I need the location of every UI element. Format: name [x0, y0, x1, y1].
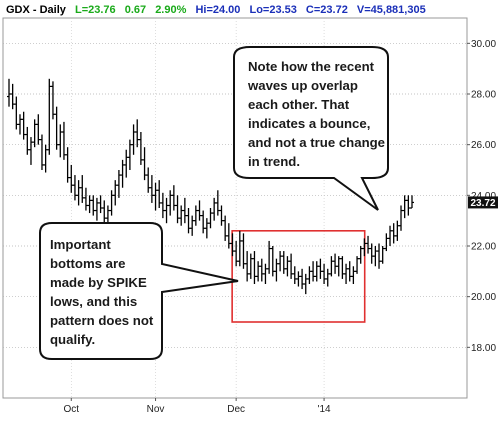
y-tick-label: 24.00: [471, 191, 496, 202]
header-close: C=23.72: [306, 4, 348, 16]
y-tick-label: 20.00: [471, 292, 496, 303]
annotation-left-line: lows, and this: [50, 294, 137, 309]
annotation-left-line: Important: [50, 237, 111, 252]
annotation-top-line: Note how the recent: [248, 59, 375, 74]
annotation-left-callout: Important bottoms are made by SPIKE lows…: [39, 222, 239, 360]
x-axis: Oct Nov Dec '14: [64, 398, 331, 415]
header-line: GDX - Daily L=23.76 0.67 2.90% Hi=24.00 …: [6, 4, 426, 16]
y-tick-label: 26.00: [471, 140, 496, 151]
annotation-top-line: waves up overlap: [247, 78, 358, 93]
header-high: Hi=24.00: [195, 4, 240, 16]
y-tick-label: 18.00: [471, 343, 496, 354]
header-low-value: L=23.76: [75, 4, 116, 16]
last-price-label: 23.72: [470, 198, 495, 209]
annotation-left-line: pattern does not: [50, 313, 154, 328]
annotation-top-line: each other. That: [248, 97, 350, 112]
y-tick-label: 22.00: [471, 242, 496, 253]
header-percent: 2.90%: [155, 4, 186, 16]
annotation-left-text: Important bottoms are made by SPIKE lows…: [50, 237, 157, 347]
header-lo: Lo=23.53: [249, 4, 296, 16]
annotation-left-bubble: [39, 222, 239, 360]
x-tick-label: Nov: [147, 404, 165, 415]
x-tick-label: Oct: [64, 404, 80, 415]
highlight-layer: [231, 230, 366, 323]
y-tick-label: 28.00: [471, 90, 496, 101]
consolidation-box: [231, 230, 366, 323]
annotation-left-line: qualify.: [50, 332, 95, 347]
header-volume: V=45,881,305: [357, 4, 426, 16]
last-price-background: [468, 196, 498, 209]
annotation-top-callout: Note how the recent waves up overlap eac…: [233, 46, 389, 211]
header-change: 0.67: [125, 4, 146, 16]
annotation-top-bubble: [233, 46, 389, 211]
annotation-top-line: in trend.: [248, 154, 300, 169]
annotation-top-line: indicates a bounce,: [248, 116, 370, 131]
last-price-tag: 23.72: [468, 196, 498, 209]
x-tick-label: Dec: [227, 404, 245, 415]
y-axis: 18.00 20.00 22.00 24.00 26.00 28.00 30.00: [467, 39, 496, 354]
price-bars: [7, 78, 414, 295]
annotation-top-line: and not a true change: [248, 135, 385, 150]
header-symbol: GDX - Daily: [6, 4, 67, 16]
annotation-left-line: made by SPIKE: [50, 275, 147, 290]
x-tick-label: '14: [318, 404, 331, 415]
y-tick-label: 30.00: [471, 39, 496, 50]
ohlc-bar: [410, 195, 414, 209]
annotation-top-text: Note how the recent waves up overlap eac…: [247, 59, 389, 169]
annotation-left-line: bottoms are: [50, 256, 125, 271]
